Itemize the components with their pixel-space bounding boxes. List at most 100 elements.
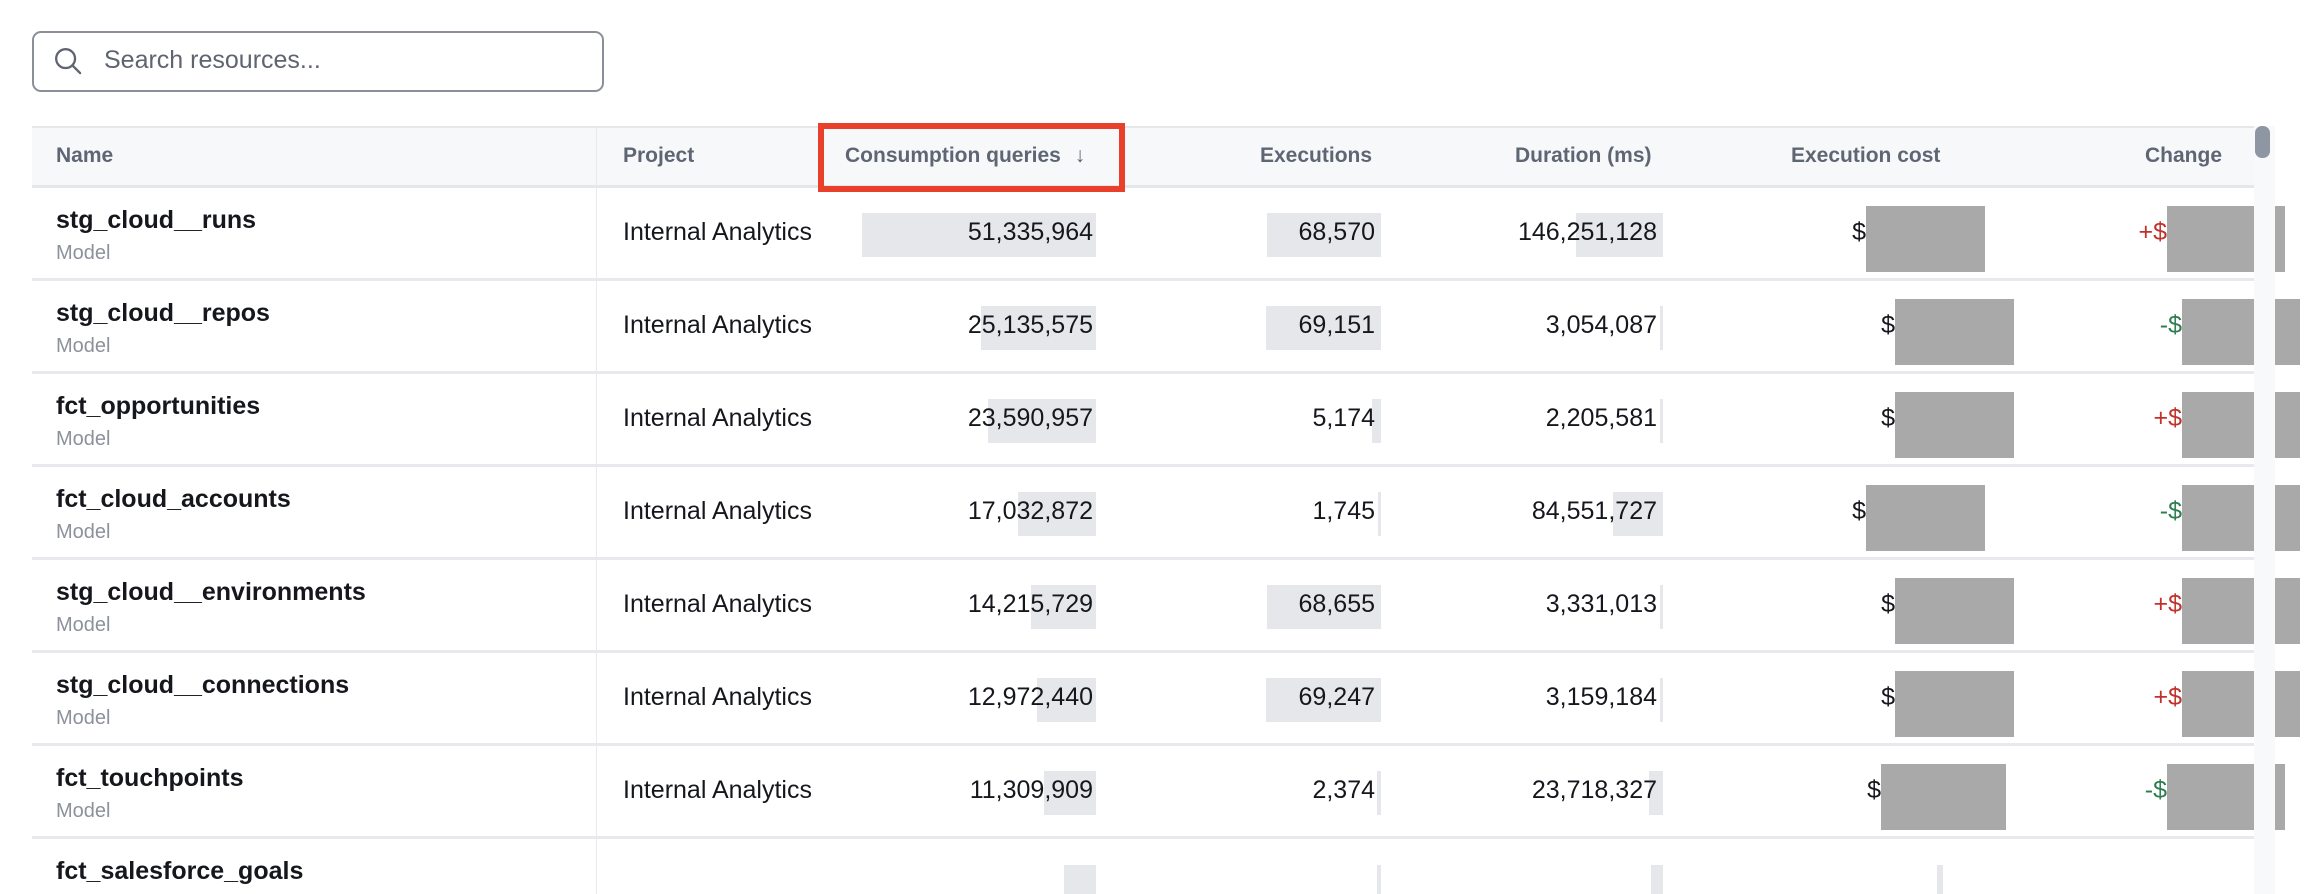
- search-icon: [55, 48, 82, 75]
- duration-bar: [1660, 678, 1663, 722]
- header-execution-cost[interactable]: Execution cost: [1791, 144, 1941, 167]
- header-executions[interactable]: Executions: [1260, 144, 1373, 167]
- table-header: Name Project Consumption queries ↓ Execu…: [32, 126, 2254, 188]
- resource-type: Model: [56, 428, 111, 450]
- resource-name[interactable]: stg_cloud__runs: [56, 206, 257, 234]
- executions-bar: [1377, 865, 1381, 894]
- scrollbar-track[interactable]: [2254, 126, 2275, 894]
- resource-name[interactable]: fct_salesforce_goals: [56, 857, 304, 885]
- change-value: +$: [2138, 218, 2167, 246]
- redacted-change: [2182, 578, 2300, 644]
- change-value: -$: [2159, 497, 2182, 525]
- executions-value: 1,745: [1312, 497, 1375, 525]
- execution-cost-value: $: [1867, 776, 1881, 804]
- table-row[interactable]: stg_cloud__environments Model Internal A…: [32, 560, 2300, 653]
- consumption-queries-value: 17,032,872: [967, 497, 1093, 525]
- header-duration[interactable]: Duration (ms): [1515, 144, 1652, 167]
- duration-bar: [1660, 306, 1663, 350]
- consumption-queries-value: 23,590,957: [967, 404, 1093, 432]
- table-row[interactable]: fct_touchpoints Model Internal Analytics…: [32, 746, 2285, 839]
- resource-name[interactable]: fct_opportunities: [56, 392, 261, 420]
- consumption-queries-value: 25,135,575: [967, 311, 1093, 339]
- consumption-queries-value: 51,335,964: [967, 218, 1093, 246]
- redacted-change: [2182, 299, 2300, 365]
- search-input[interactable]: [102, 45, 576, 76]
- resource-type: Model: [56, 521, 111, 543]
- redacted-cost: [1881, 764, 2006, 830]
- executions-value: 69,247: [1298, 683, 1375, 711]
- consumption-queries-value: 12,972,440: [967, 683, 1093, 711]
- executions-bar: [1372, 399, 1381, 443]
- consumption-queries-value: 14,215,729: [967, 590, 1093, 618]
- resource-type: Model: [56, 335, 111, 357]
- table-row[interactable]: fct_cloud_accounts Model Internal Analyt…: [32, 467, 2300, 560]
- duration-value: 23,718,327: [1531, 776, 1657, 804]
- consumption-bar: [1018, 492, 1096, 536]
- change-value: +$: [2153, 590, 2182, 618]
- consumption-queries-value: 11,309,909: [969, 776, 1093, 804]
- resources-table: Name Project Consumption queries ↓ Execu…: [32, 126, 2300, 894]
- executions-bar: [1266, 306, 1381, 350]
- change-value: +$: [2153, 683, 2182, 711]
- column-divider: [596, 126, 597, 894]
- duration-bar: [1651, 865, 1663, 894]
- resource-name[interactable]: stg_cloud__connections: [56, 671, 350, 699]
- executions-bar: [1266, 585, 1381, 629]
- resource-type: Model: [56, 800, 111, 822]
- change-value: -$: [2144, 776, 2167, 804]
- resource-name[interactable]: fct_touchpoints: [56, 764, 244, 792]
- consumption-bar: [988, 399, 1096, 443]
- executions-bar: [1267, 213, 1381, 257]
- execution-cost-value: $: [1852, 218, 1866, 246]
- cost-bar: [1937, 865, 1943, 894]
- executions-value: 2,374: [1312, 776, 1375, 804]
- execution-cost-value: $: [1881, 590, 1895, 618]
- redacted-cost: [1895, 392, 2014, 458]
- redacted-cost: [1895, 671, 2014, 737]
- redacted-cost: [1866, 485, 1985, 551]
- project-name: Internal Analytics: [623, 497, 812, 525]
- header-name[interactable]: Name: [56, 144, 114, 167]
- redacted-cost: [1895, 578, 2014, 644]
- resource-name[interactable]: stg_cloud__environments: [56, 578, 366, 606]
- resource-name[interactable]: fct_cloud_accounts: [56, 485, 291, 513]
- executions-value: 68,655: [1298, 590, 1375, 618]
- consumption-bar: [1031, 585, 1096, 629]
- header-project[interactable]: Project: [623, 144, 695, 167]
- table-row[interactable]: stg_cloud__connections Model Internal An…: [32, 653, 2300, 746]
- duration-value: 3,331,013: [1545, 590, 1657, 618]
- duration-bar: [1576, 213, 1663, 257]
- table-row[interactable]: fct_salesforce_goals: [32, 839, 2254, 894]
- execution-cost-value: $: [1881, 404, 1895, 432]
- change-value: -$: [2159, 311, 2182, 339]
- executions-bar: [1266, 678, 1381, 722]
- resource-type: Model: [56, 242, 111, 264]
- change-value: +$: [2153, 404, 2182, 432]
- search-box[interactable]: [32, 31, 604, 92]
- sort-down-icon: ↓: [1074, 144, 1086, 167]
- executions-value: 69,151: [1298, 311, 1375, 339]
- execution-cost-value: $: [1852, 497, 1866, 525]
- executions-bar: [1377, 771, 1381, 815]
- scrollbar-thumb[interactable]: [2255, 126, 2270, 158]
- redacted-change: [2182, 671, 2300, 737]
- resource-name[interactable]: stg_cloud__repos: [56, 299, 270, 327]
- execution-cost-value: $: [1881, 683, 1895, 711]
- redacted-change: [2182, 485, 2300, 551]
- header-consumption-queries[interactable]: Consumption queries ↓: [845, 144, 1085, 168]
- project-name: Internal Analytics: [623, 683, 812, 711]
- duration-value: 2,205,581: [1545, 404, 1657, 432]
- executions-bar: [1378, 492, 1381, 536]
- duration-bar: [1612, 492, 1663, 536]
- table-row[interactable]: stg_cloud__repos Model Internal Analytic…: [32, 281, 2300, 374]
- consumption-bar: [1036, 678, 1096, 722]
- header-consumption-queries-label: Consumption queries: [845, 144, 1061, 167]
- table-row[interactable]: fct_opportunities Model Internal Analyti…: [32, 374, 2300, 467]
- consumption-bar: [1064, 865, 1096, 894]
- project-name: Internal Analytics: [623, 590, 812, 618]
- header-change[interactable]: Change: [2145, 144, 2223, 167]
- duration-value: 146,251,128: [1517, 218, 1657, 246]
- table-row[interactable]: stg_cloud__runs Model Internal Analytics…: [32, 188, 2285, 281]
- executions-value: 68,570: [1298, 218, 1375, 246]
